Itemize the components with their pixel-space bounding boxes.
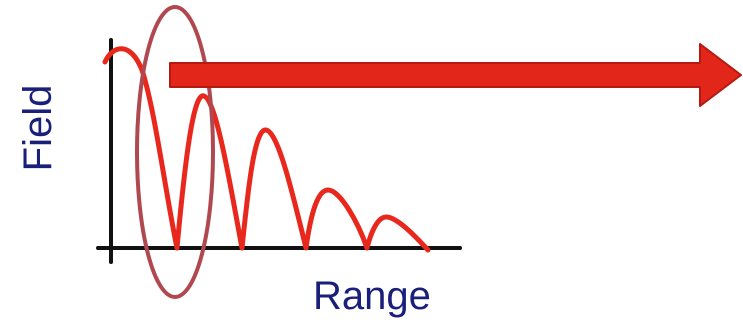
field-curve [102, 46, 431, 253]
x-axis-label: Range [313, 274, 431, 318]
first-null-highlight-ellipse [135, 5, 215, 299]
y-axis-label: Field [16, 84, 60, 172]
range-direction-arrow-icon [169, 43, 742, 107]
